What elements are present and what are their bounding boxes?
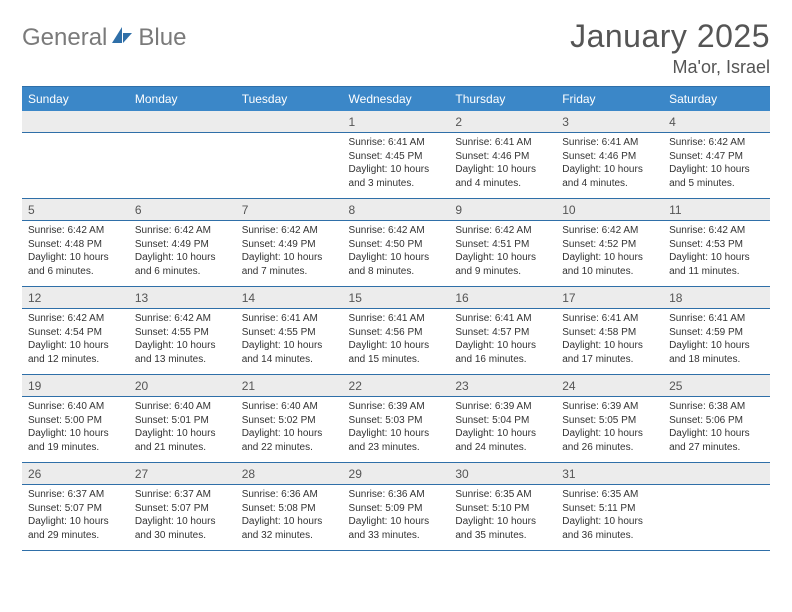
daynum-row: 12 13 14 15 16 17 18 [22, 287, 770, 309]
day-info [236, 133, 343, 189]
calendar-table: Sunday Monday Tuesday Wednesday Thursday… [22, 86, 770, 551]
day-number: 28 [236, 463, 343, 484]
calendar-body: 1 2 3 4 Sunrise: 6:41 AMSunset: 4:45 PMD… [22, 111, 770, 551]
day-number: 9 [449, 199, 556, 220]
day-number: 7 [236, 199, 343, 220]
weekday-header: Monday [129, 87, 236, 112]
day-number: 27 [129, 463, 236, 484]
day-info: Sunrise: 6:41 AMSunset: 4:58 PMDaylight:… [556, 309, 663, 374]
day-info [129, 133, 236, 189]
brand-text-1: General [22, 24, 107, 52]
day-number: 1 [343, 111, 450, 132]
brand-sail-icon [110, 24, 134, 52]
info-row: Sunrise: 6:37 AMSunset: 5:07 PMDaylight:… [22, 485, 770, 551]
info-row: Sunrise: 6:40 AMSunset: 5:00 PMDaylight:… [22, 397, 770, 463]
day-info: Sunrise: 6:36 AMSunset: 5:08 PMDaylight:… [236, 485, 343, 550]
day-info: Sunrise: 6:35 AMSunset: 5:11 PMDaylight:… [556, 485, 663, 550]
day-info: Sunrise: 6:41 AMSunset: 4:46 PMDaylight:… [556, 133, 663, 198]
weekday-header-row: Sunday Monday Tuesday Wednesday Thursday… [22, 87, 770, 112]
day-info [22, 133, 129, 189]
day-info: Sunrise: 6:39 AMSunset: 5:03 PMDaylight:… [343, 397, 450, 462]
day-number [663, 463, 770, 481]
day-number: 18 [663, 287, 770, 308]
day-number: 17 [556, 287, 663, 308]
day-info: Sunrise: 6:39 AMSunset: 5:05 PMDaylight:… [556, 397, 663, 462]
day-number: 10 [556, 199, 663, 220]
day-info: Sunrise: 6:42 AMSunset: 4:54 PMDaylight:… [22, 309, 129, 374]
day-info: Sunrise: 6:42 AMSunset: 4:50 PMDaylight:… [343, 221, 450, 286]
day-info: Sunrise: 6:41 AMSunset: 4:56 PMDaylight:… [343, 309, 450, 374]
info-row: Sunrise: 6:41 AMSunset: 4:45 PMDaylight:… [22, 133, 770, 199]
info-row: Sunrise: 6:42 AMSunset: 4:48 PMDaylight:… [22, 221, 770, 287]
day-number: 8 [343, 199, 450, 220]
calendar-page: General Blue January 2025 Ma'or, Israel … [0, 0, 792, 612]
day-number [22, 111, 129, 129]
day-number: 11 [663, 199, 770, 220]
location-title: Ma'or, Israel [570, 57, 770, 78]
day-info: Sunrise: 6:42 AMSunset: 4:48 PMDaylight:… [22, 221, 129, 286]
day-number: 16 [449, 287, 556, 308]
weekday-header: Wednesday [343, 87, 450, 112]
day-info: Sunrise: 6:42 AMSunset: 4:52 PMDaylight:… [556, 221, 663, 286]
daynum-row: 1 2 3 4 [22, 111, 770, 133]
day-info: Sunrise: 6:42 AMSunset: 4:47 PMDaylight:… [663, 133, 770, 198]
day-number: 6 [129, 199, 236, 220]
day-number: 22 [343, 375, 450, 396]
info-row: Sunrise: 6:42 AMSunset: 4:54 PMDaylight:… [22, 309, 770, 375]
day-info: Sunrise: 6:36 AMSunset: 5:09 PMDaylight:… [343, 485, 450, 550]
daynum-row: 19 20 21 22 23 24 25 [22, 375, 770, 397]
day-info: Sunrise: 6:42 AMSunset: 4:49 PMDaylight:… [236, 221, 343, 286]
day-number: 26 [22, 463, 129, 484]
day-number: 25 [663, 375, 770, 396]
day-number: 4 [663, 111, 770, 132]
day-number: 21 [236, 375, 343, 396]
day-number: 20 [129, 375, 236, 396]
day-info: Sunrise: 6:41 AMSunset: 4:46 PMDaylight:… [449, 133, 556, 198]
day-number [236, 111, 343, 129]
day-number: 5 [22, 199, 129, 220]
weekday-header: Tuesday [236, 87, 343, 112]
day-number: 3 [556, 111, 663, 132]
title-block: January 2025 Ma'or, Israel [570, 18, 770, 78]
day-info: Sunrise: 6:42 AMSunset: 4:51 PMDaylight:… [449, 221, 556, 286]
day-number: 14 [236, 287, 343, 308]
day-info: Sunrise: 6:42 AMSunset: 4:55 PMDaylight:… [129, 309, 236, 374]
day-number: 2 [449, 111, 556, 132]
header: General Blue January 2025 Ma'or, Israel [22, 18, 770, 78]
day-info: Sunrise: 6:38 AMSunset: 5:06 PMDaylight:… [663, 397, 770, 462]
day-info: Sunrise: 6:37 AMSunset: 5:07 PMDaylight:… [22, 485, 129, 550]
day-info: Sunrise: 6:35 AMSunset: 5:10 PMDaylight:… [449, 485, 556, 550]
day-number: 24 [556, 375, 663, 396]
day-number: 31 [556, 463, 663, 484]
day-info: Sunrise: 6:39 AMSunset: 5:04 PMDaylight:… [449, 397, 556, 462]
day-number: 15 [343, 287, 450, 308]
daynum-row: 5 6 7 8 9 10 11 [22, 199, 770, 221]
day-number: 23 [449, 375, 556, 396]
brand-text-2: Blue [138, 24, 186, 52]
day-number: 19 [22, 375, 129, 396]
day-info: Sunrise: 6:40 AMSunset: 5:02 PMDaylight:… [236, 397, 343, 462]
weekday-header: Thursday [449, 87, 556, 112]
day-info: Sunrise: 6:42 AMSunset: 4:49 PMDaylight:… [129, 221, 236, 286]
day-number: 13 [129, 287, 236, 308]
day-info: Sunrise: 6:41 AMSunset: 4:45 PMDaylight:… [343, 133, 450, 198]
daynum-row: 26 27 28 29 30 31 [22, 463, 770, 485]
day-number: 30 [449, 463, 556, 484]
weekday-header: Friday [556, 87, 663, 112]
weekday-header: Sunday [22, 87, 129, 112]
day-info [663, 485, 770, 541]
day-info: Sunrise: 6:41 AMSunset: 4:55 PMDaylight:… [236, 309, 343, 374]
weekday-header: Saturday [663, 87, 770, 112]
day-number: 29 [343, 463, 450, 484]
day-info: Sunrise: 6:41 AMSunset: 4:59 PMDaylight:… [663, 309, 770, 374]
day-number: 12 [22, 287, 129, 308]
day-info: Sunrise: 6:41 AMSunset: 4:57 PMDaylight:… [449, 309, 556, 374]
day-info: Sunrise: 6:37 AMSunset: 5:07 PMDaylight:… [129, 485, 236, 550]
day-info: Sunrise: 6:40 AMSunset: 5:01 PMDaylight:… [129, 397, 236, 462]
day-number [129, 111, 236, 129]
day-info: Sunrise: 6:42 AMSunset: 4:53 PMDaylight:… [663, 221, 770, 286]
month-title: January 2025 [570, 18, 770, 55]
day-info: Sunrise: 6:40 AMSunset: 5:00 PMDaylight:… [22, 397, 129, 462]
brand-logo: General Blue [22, 18, 186, 52]
